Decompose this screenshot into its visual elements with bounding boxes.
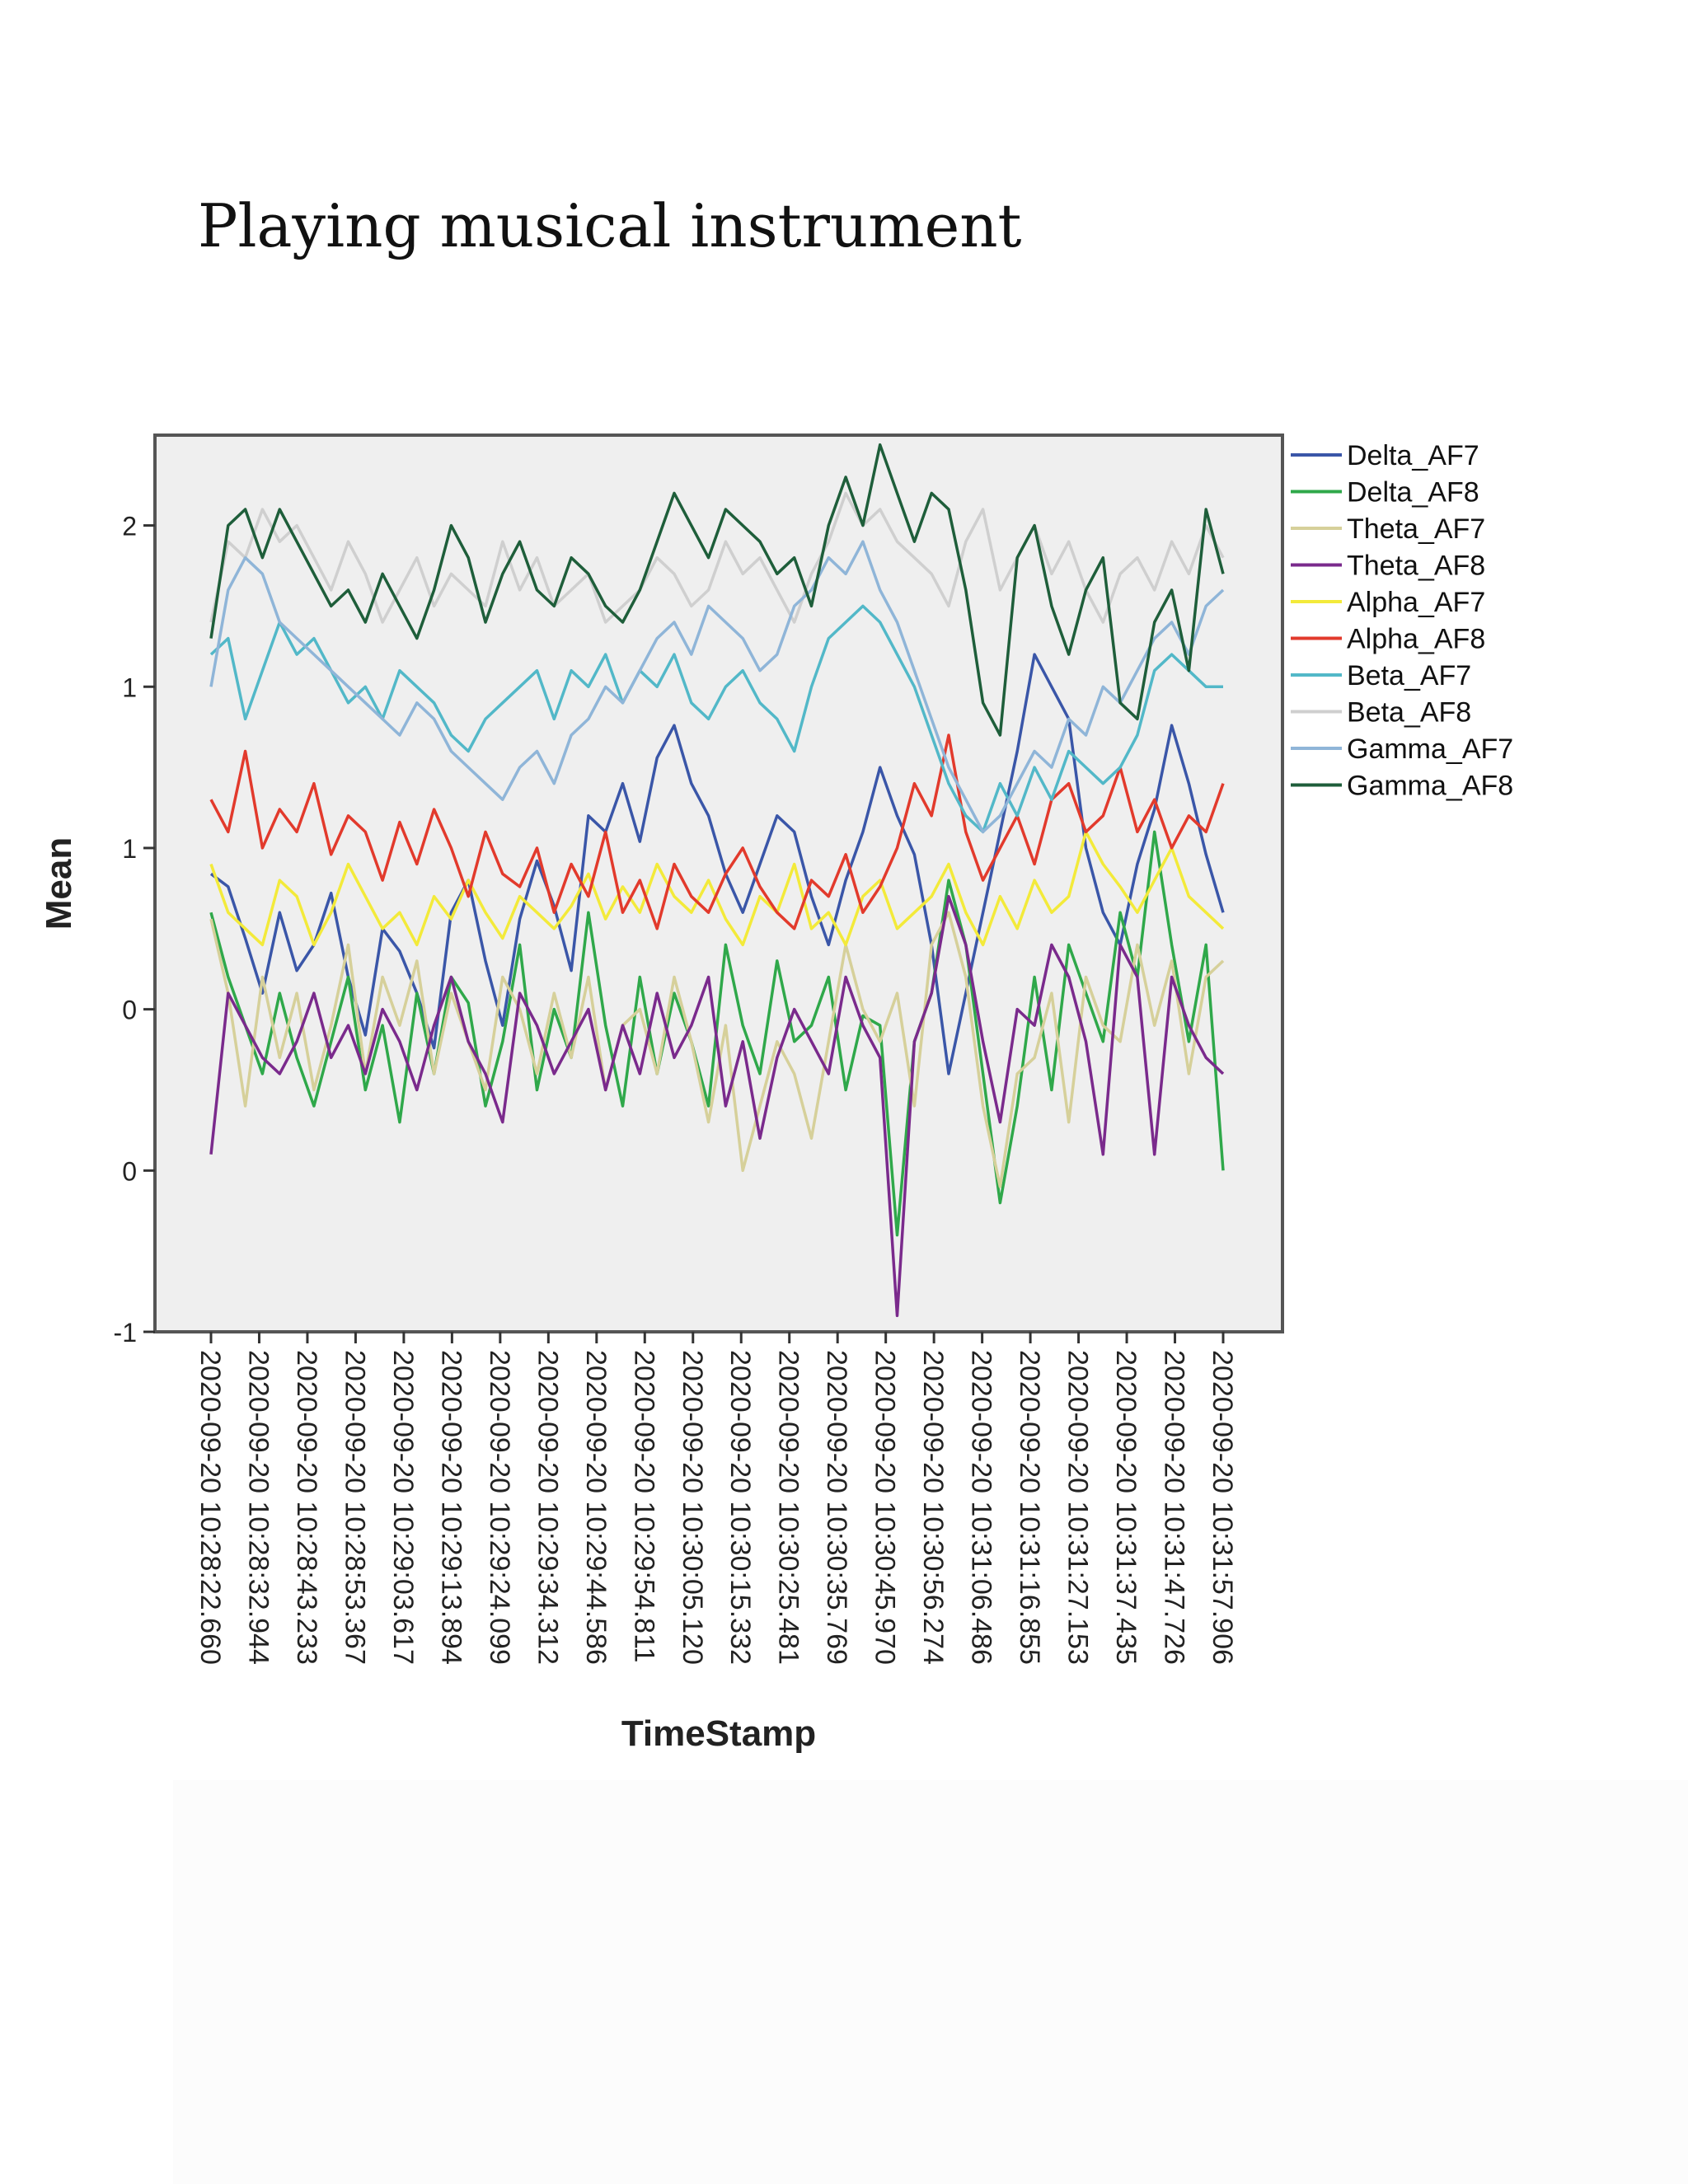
legend-label: Delta_AF7 [1347,440,1479,471]
y-tick-label: 0 [122,1156,137,1186]
x-axis: 2020-09-20 10:28:22.660 2020-09-20 10:28:… [195,1332,1238,1665]
x-tick-label: 2020-09-20 10:30:05.120 [677,1350,708,1665]
x-tick-label: 2020-09-20 10:28:22.660 [195,1350,226,1665]
legend-label: Theta_AF8 [1347,551,1485,582]
legend-label: Theta_AF7 [1347,513,1485,545]
legend-label: Beta_AF8 [1347,697,1471,729]
x-axis-label: TimeStamp [621,1713,816,1754]
series-line-beta-af7 [209,604,1223,834]
y-axis: -1 0 0 1 1 2 [114,512,155,1347]
legend-label: Gamma_AF8 [1347,771,1513,802]
series-line-delta-af7 [209,653,1225,1076]
series-line-theta-af7 [209,911,1225,1188]
x-tick-label: 2020-09-20 10:31:37.435 [1110,1350,1142,1665]
series-line-alpha-af7 [209,830,1225,947]
legend-label: Delta_AF8 [1347,477,1479,509]
x-tick-label: 2020-09-20 10:30:15.332 [724,1350,756,1665]
y-tick-label: -1 [114,1318,137,1347]
legend-label: Beta_AF7 [1347,660,1471,691]
legend: Delta_AF7 Delta_AF8 Theta_AF7 Theta_AF8 Alph… [1291,440,1513,802]
series-line-delta-af8 [209,830,1225,1237]
x-tick-label: 2020-09-20 10:30:25.481 [773,1350,804,1665]
series-line-beta-af8 [209,491,1225,624]
series-line-gamma-af7 [209,540,1225,834]
y-tick-label: 2 [122,512,137,541]
lower-panel [173,1780,1688,2184]
x-tick-label: 2020-09-20 10:29:03.617 [387,1350,419,1665]
x-tick-label: 2020-09-20 10:29:44.586 [580,1350,612,1665]
series-lines [209,443,1225,1318]
legend-label: Alpha_AF7 [1347,587,1485,618]
x-tick-label: 2020-09-20 10:31:57.906 [1207,1350,1238,1665]
x-tick-label: 2020-09-20 10:30:45.970 [870,1350,901,1665]
page-title: Playing musical instrument [198,191,1022,260]
plot-background [153,434,1284,1333]
series-line-alpha-af8 [209,733,1225,930]
x-tick-label: 2020-09-20 10:29:54.811 [628,1350,659,1662]
x-tick-label: 2020-09-20 10:31:06.486 [966,1350,997,1665]
x-tick-label: 2020-09-20 10:28:43.233 [291,1350,322,1665]
x-tick-label: 2020-09-20 10:29:24.099 [484,1350,515,1665]
x-tick-label: 2020-09-20 10:28:32.944 [242,1350,274,1665]
x-tick-label: 2020-09-20 10:31:27.153 [1062,1350,1094,1665]
x-tick-label: 2020-09-20 10:31:16.855 [1014,1350,1045,1665]
series-line-gamma-af8 [209,443,1225,737]
x-tick-label: 2020-09-20 10:28:53.367 [339,1350,370,1665]
series-line-theta-af8 [209,894,1225,1318]
y-tick-label: 1 [122,673,137,702]
y-tick-label: 1 [122,834,137,864]
x-tick-label: 2020-09-20 10:31:47.726 [1159,1350,1190,1665]
x-tick-label: 2020-09-20 10:29:13.894 [435,1350,467,1665]
y-axis-label: Mean [39,837,79,930]
x-tick-label: 2020-09-20 10:30:35.769 [821,1350,852,1665]
legend-label: Alpha_AF8 [1347,624,1485,655]
legend-label: Gamma_AF7 [1347,733,1513,765]
y-tick-label: 0 [122,996,137,1025]
x-tick-label: 2020-09-20 10:29:34.312 [532,1350,563,1665]
x-tick-label: 2020-09-20 10:30:56.274 [917,1350,949,1665]
